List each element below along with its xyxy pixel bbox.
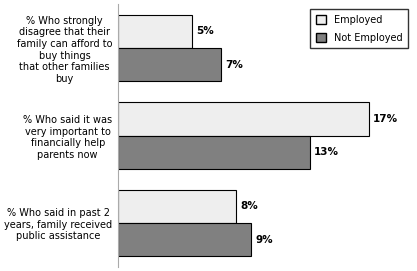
Text: 8%: 8% (240, 201, 258, 211)
Text: 13%: 13% (314, 147, 339, 157)
Text: 9%: 9% (255, 235, 273, 245)
Bar (118, 190, 236, 223)
Bar (118, 102, 369, 136)
Text: 17%: 17% (373, 114, 398, 124)
Bar (118, 48, 221, 81)
Legend: Employed, Not Employed: Employed, Not Employed (310, 9, 408, 49)
Bar (118, 15, 191, 48)
Text: 7%: 7% (226, 60, 244, 70)
Bar (118, 136, 309, 169)
Bar (118, 223, 251, 256)
Text: 5%: 5% (196, 26, 214, 36)
